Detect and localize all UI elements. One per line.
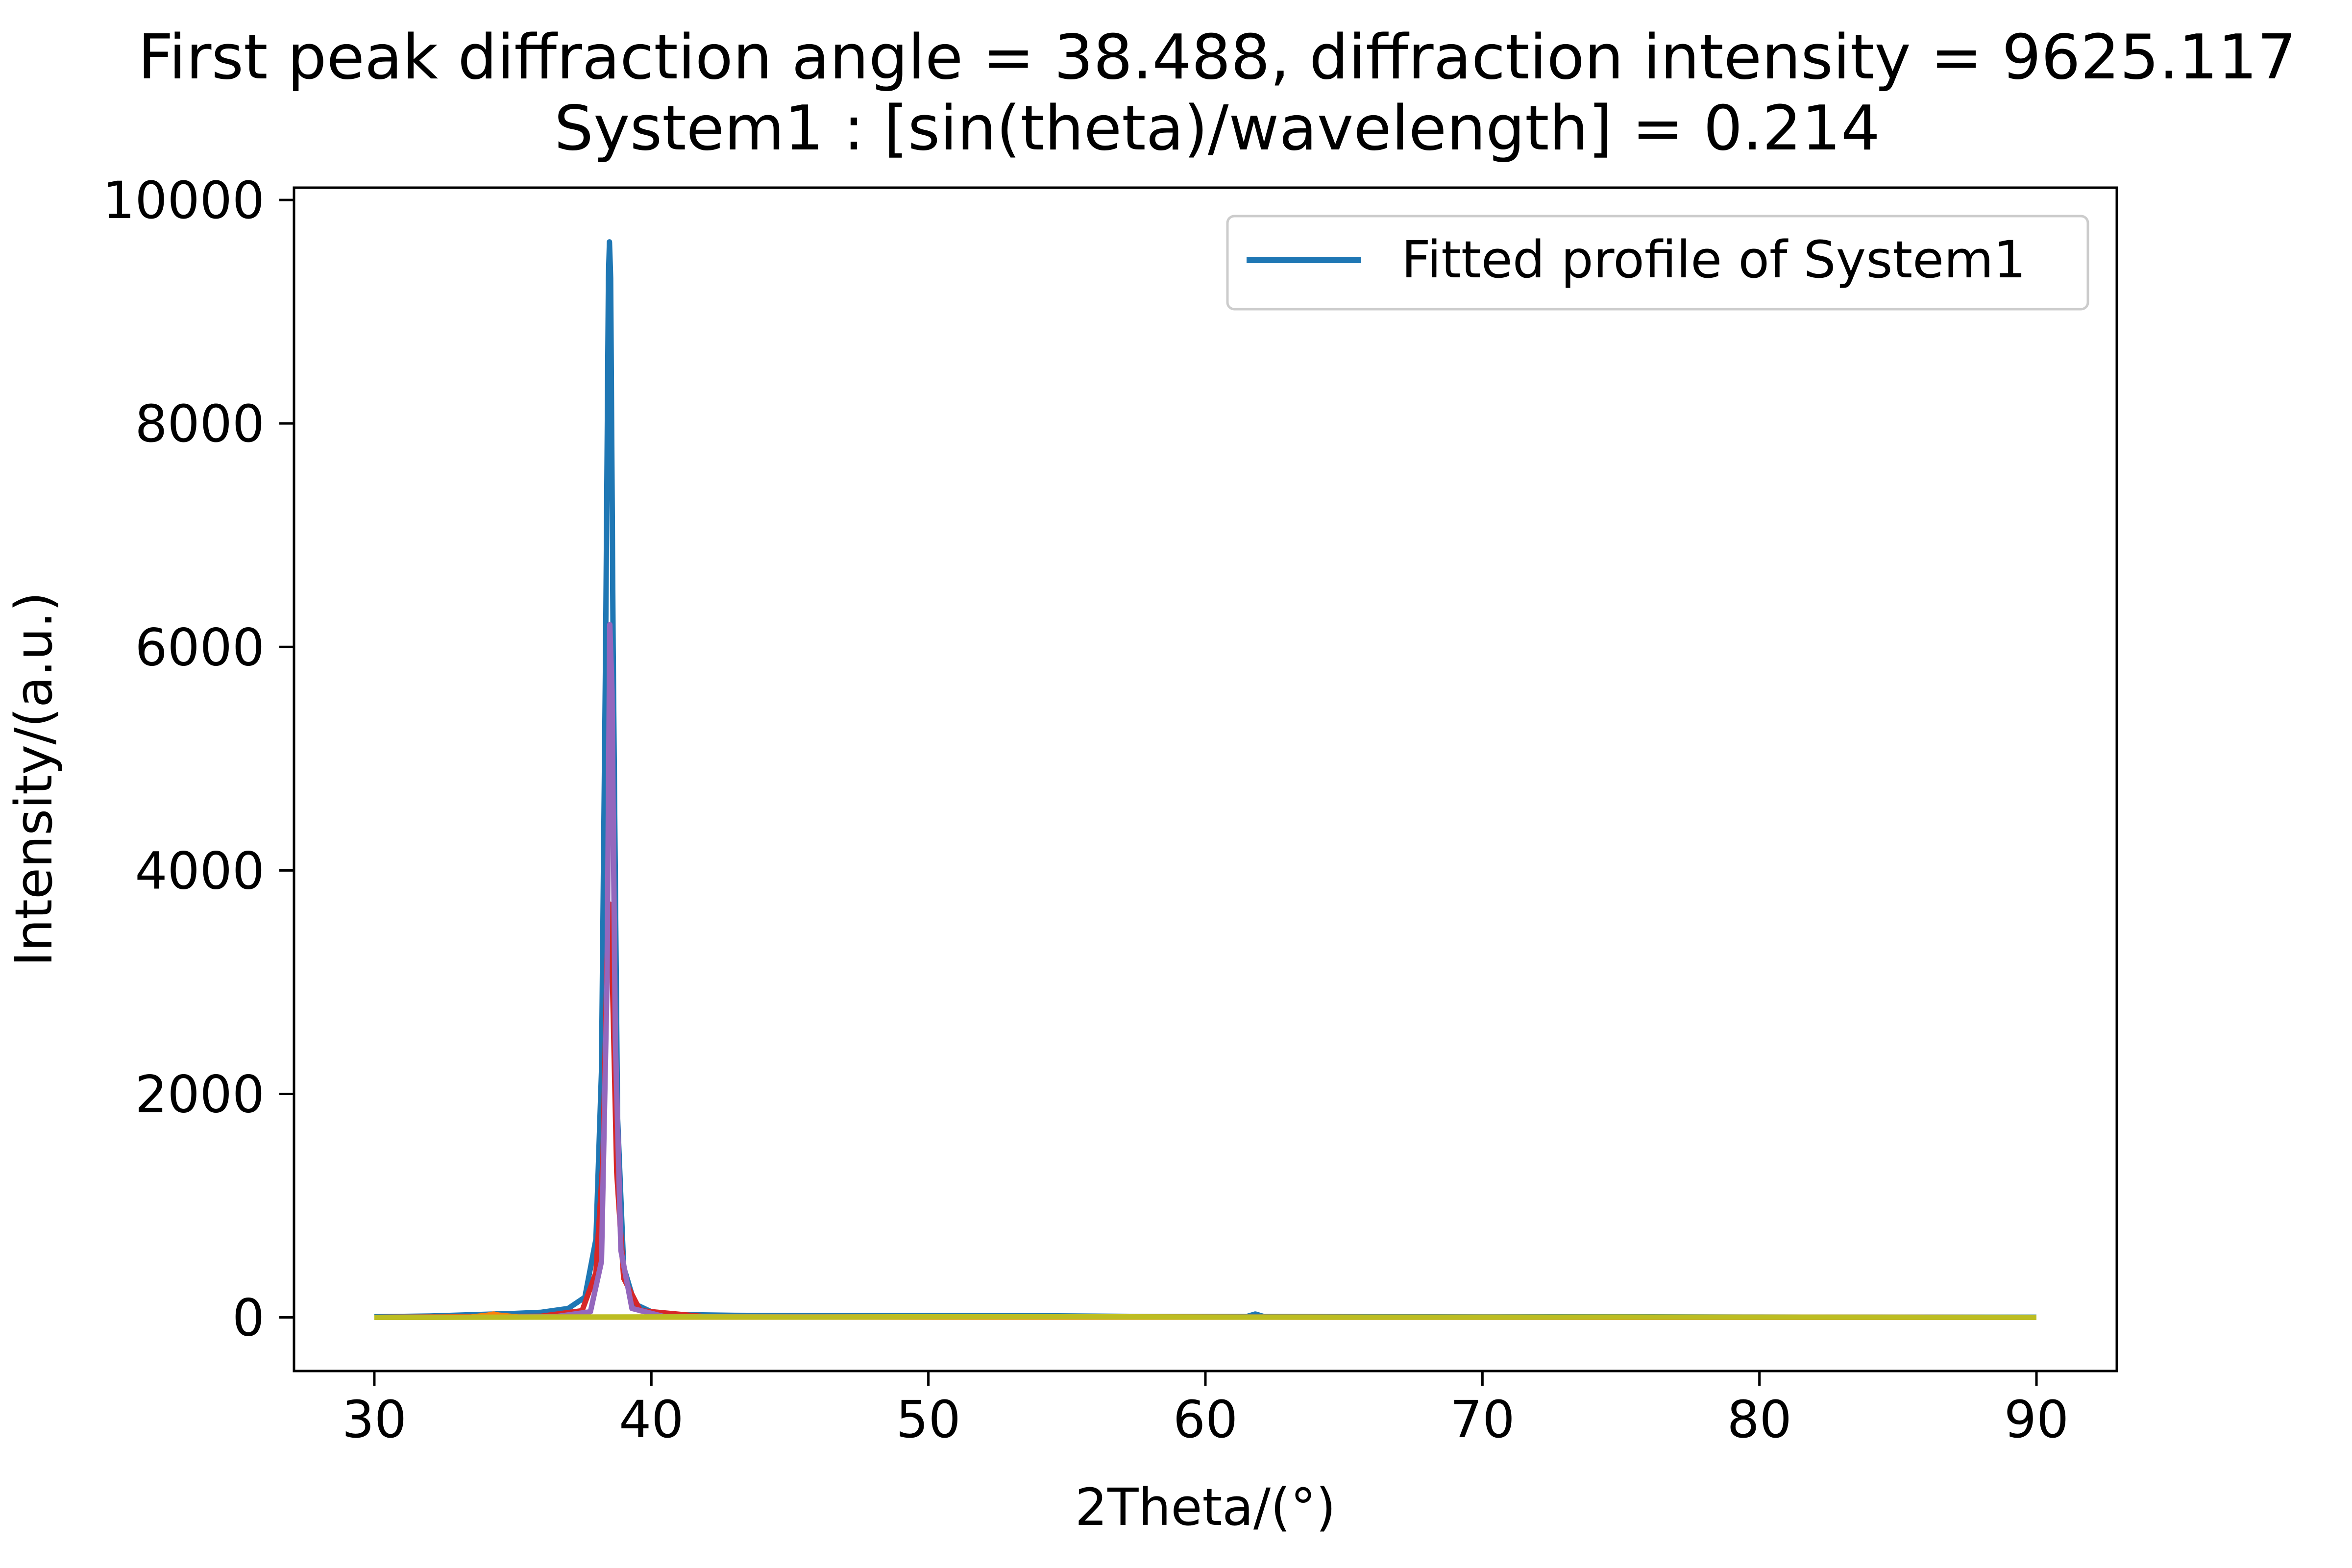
y-axis-label: Intensity/(a.u.) xyxy=(4,592,64,967)
plot-area xyxy=(294,188,2117,1371)
x-tick-label-30: 30 xyxy=(342,1390,407,1449)
x-tick-label-50: 50 xyxy=(896,1390,960,1449)
x-axis-label: 2Theta/(°) xyxy=(1075,1477,1336,1537)
chart-subtitle: System1 : [sin(theta)/wavelength] = 0.21… xyxy=(554,92,1880,164)
legend-frame xyxy=(1226,215,2089,311)
x-tick-label-70: 70 xyxy=(1450,1390,1515,1449)
y-tick-label-10000: 10000 xyxy=(102,171,265,230)
x-tick-label-90: 90 xyxy=(2004,1390,2069,1449)
legend-entry: Fitted profile of System1 xyxy=(1401,230,2026,290)
x-axis: 30 40 50 60 70 80 90 xyxy=(342,1371,2069,1449)
legend: Fitted profile of System1 xyxy=(1226,215,2089,311)
y-tick-label-4000: 4000 xyxy=(135,841,265,901)
y-axis: 0 2000 4000 6000 8000 10000 xyxy=(102,171,294,1348)
y-tick-label-6000: 6000 xyxy=(135,617,265,677)
y-tick-label-0: 0 xyxy=(232,1288,265,1348)
y-tick-label-8000: 8000 xyxy=(135,394,265,454)
chart-title: First peak diffraction angle = 38.488, d… xyxy=(138,21,2296,93)
x-tick-label-40: 40 xyxy=(619,1390,684,1449)
x-tick-label-80: 80 xyxy=(1727,1390,1792,1449)
series-line-2 xyxy=(374,622,2037,1320)
y-tick-label-2000: 2000 xyxy=(135,1064,265,1124)
x-tick-label-60: 60 xyxy=(1173,1390,1238,1449)
series-layer xyxy=(374,239,2037,1320)
